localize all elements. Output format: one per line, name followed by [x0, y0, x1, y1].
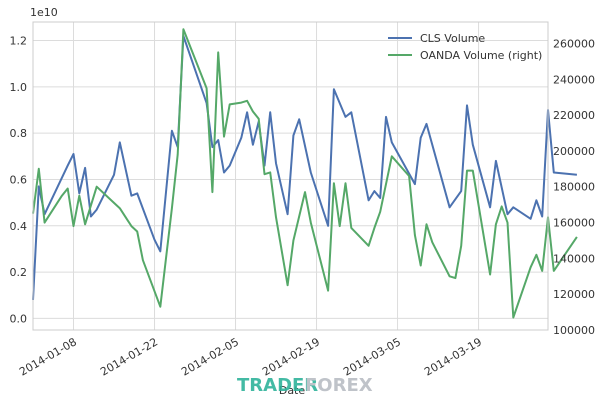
- y-right-tick-label: 240000: [553, 73, 595, 86]
- x-tick-label: 2014-03-05: [341, 335, 403, 378]
- y-left-tick-label: 0.8: [10, 127, 28, 140]
- y-right-tick-label: 260000: [553, 37, 595, 50]
- watermark-forex: FOREX: [305, 375, 373, 396]
- x-tick-label: 2014-01-08: [17, 335, 79, 378]
- y-left-tick-label: 1.0: [10, 81, 28, 94]
- y-right-tick-label: 200000: [553, 145, 595, 158]
- series-line-cls: [32, 34, 577, 300]
- y-left-tick-label: 0.4: [10, 220, 28, 233]
- y-right-tick-label: 120000: [553, 288, 595, 301]
- y-left-tick-label: 0.2: [10, 266, 28, 279]
- x-tick-label: 2014-03-19: [422, 335, 484, 378]
- y-left-tick-label: 1.2: [10, 35, 28, 48]
- y-right-tick-label: 180000: [553, 181, 595, 194]
- y-axis-multiplier: 1e10: [30, 6, 58, 19]
- x-axis-label: Date: [279, 384, 306, 397]
- x-tick-label: 2014-02-05: [179, 335, 241, 378]
- y-right-tick-label: 160000: [553, 217, 595, 230]
- watermark: TRADER FOREX: [237, 375, 373, 396]
- y-right-tick-label: 140000: [553, 252, 595, 265]
- legend-entry: CLS Volume: [420, 32, 485, 45]
- watermark-trader: TRADER: [237, 375, 318, 396]
- series-lines: [32, 28, 578, 319]
- legend: CLS Volume OANDA Volume (right): [388, 32, 542, 62]
- x-tick-label: 2014-01-22: [98, 335, 160, 378]
- series-line-oanda: [32, 28, 578, 319]
- x-tick-label: 2014-02-19: [260, 335, 322, 378]
- y-right-tick-label: 220000: [553, 109, 595, 122]
- y-right-tick-label: 100000: [553, 324, 595, 337]
- y-left-tick-label: 0.0: [10, 312, 28, 325]
- y-left-tick-label: 0.6: [10, 173, 28, 186]
- legend-entry: OANDA Volume (right): [420, 49, 542, 62]
- plot-frame: [32, 21, 549, 331]
